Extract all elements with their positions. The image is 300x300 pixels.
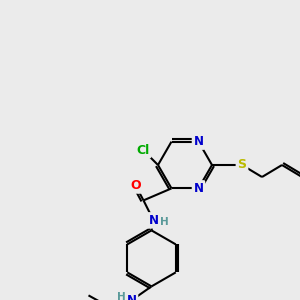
Text: N: N (148, 214, 158, 227)
Text: O: O (130, 179, 141, 192)
Text: N: N (194, 135, 203, 148)
Text: H: H (117, 292, 126, 300)
Text: S: S (238, 158, 247, 172)
Text: Cl: Cl (136, 143, 150, 157)
Text: H: H (160, 218, 169, 227)
Text: N: N (194, 182, 203, 195)
Text: N: N (127, 294, 136, 300)
